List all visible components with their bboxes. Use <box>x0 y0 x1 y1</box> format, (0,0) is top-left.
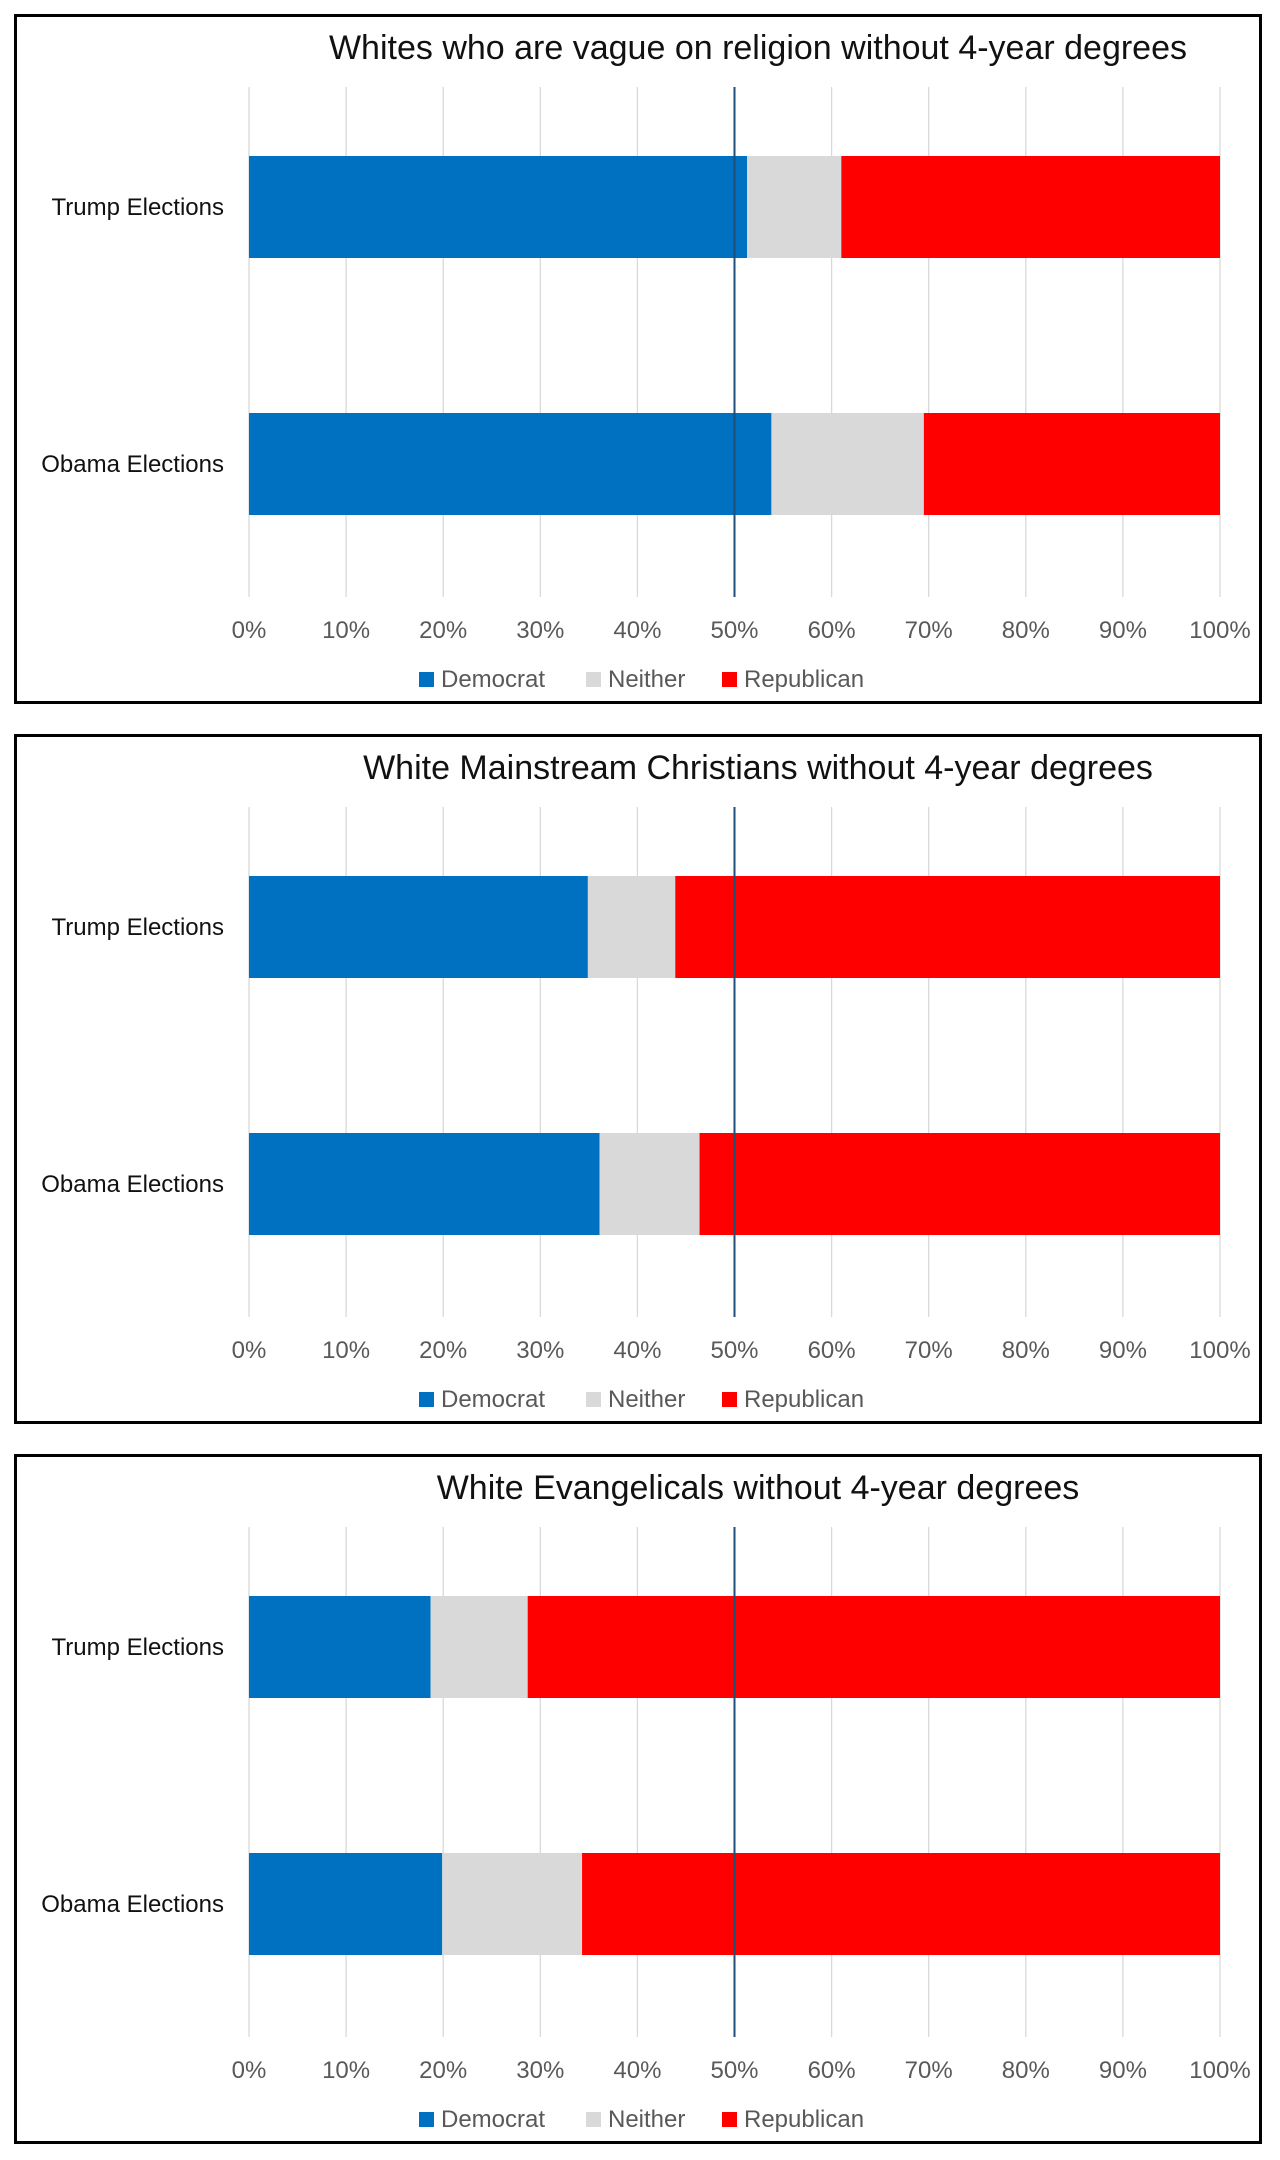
x-tick-label: 60% <box>808 1337 856 1364</box>
category-label: Obama Elections <box>41 1891 224 1918</box>
category-label: Trump Elections <box>52 1634 225 1661</box>
bar-segment-neither <box>442 1853 583 1955</box>
bar-segment-republican <box>923 413 1220 515</box>
bar-segment-democrat <box>249 1133 600 1235</box>
bar-segment-neither <box>599 1133 700 1235</box>
chart-panel-mainstream-christians: White Mainstream Christians without 4-ye… <box>14 734 1262 1424</box>
x-tick-label: 70% <box>905 1337 953 1364</box>
x-tick-label: 80% <box>1002 617 1050 644</box>
bar-segment-republican <box>841 156 1220 258</box>
x-tick-label: 100% <box>1189 1337 1250 1364</box>
chart-svg: Trump Elections Obama Elections 0% 10% 20% 30… <box>41 87 1251 693</box>
category-label: Obama Elections <box>41 1171 224 1198</box>
bar-segment-democrat <box>249 413 772 515</box>
x-tick-label: 40% <box>613 1337 661 1364</box>
x-tick-label: 10% <box>322 2057 370 2084</box>
x-tick-label: 20% <box>419 1337 467 1364</box>
x-tick-label: 20% <box>419 617 467 644</box>
x-tick-label: 50% <box>710 1337 758 1364</box>
bar-segment-republican <box>675 876 1220 978</box>
category-label: Trump Elections <box>52 194 225 221</box>
legend-label: Neither <box>608 1386 685 1413</box>
legend-swatch <box>419 1392 434 1407</box>
bar-segment-neither <box>430 1596 528 1698</box>
x-tick-label: 20% <box>419 2057 467 2084</box>
category-label: Trump Elections <box>52 914 225 941</box>
chart-svg: Trump Elections Obama Elections 0% 10% 20% 30… <box>41 807 1251 1413</box>
legend-swatch <box>419 2112 434 2127</box>
x-tick-label: 0% <box>232 1337 267 1364</box>
chart-title: White Evangelicals without 4-year degree… <box>436 1469 1080 1507</box>
legend-label: Democrat <box>441 1386 545 1413</box>
chart-panel-evangelicals: White Evangelicals without 4-year degree… <box>14 1454 1262 2144</box>
x-tick-label: 70% <box>905 617 953 644</box>
x-tick-label: 70% <box>905 2057 953 2084</box>
category-label: Obama Elections <box>41 451 224 478</box>
x-tick-label: 40% <box>613 617 661 644</box>
legend-label: Republican <box>744 666 864 693</box>
x-tick-label: 0% <box>232 2057 267 2084</box>
legend-swatch <box>722 2112 737 2127</box>
x-tick-label: 0% <box>232 617 267 644</box>
x-tick-label: 10% <box>322 1337 370 1364</box>
x-tick-label: 60% <box>808 617 856 644</box>
x-tick-label: 30% <box>516 2057 564 2084</box>
bar-segment-democrat <box>249 1853 443 1955</box>
x-tick-label: 10% <box>322 617 370 644</box>
x-tick-label: 30% <box>516 1337 564 1364</box>
x-tick-label: 50% <box>710 2057 758 2084</box>
x-tick-label: 90% <box>1099 2057 1147 2084</box>
bar-segment-republican <box>527 1596 1220 1698</box>
legend-label: Democrat <box>441 666 545 693</box>
bar-segment-neither <box>587 876 676 978</box>
bar-segment-democrat <box>249 876 588 978</box>
chart-panel-vague-religion: Whites who are vague on religion without… <box>14 14 1262 704</box>
bar-segment-neither <box>747 156 842 258</box>
legend-swatch <box>419 672 434 687</box>
legend-swatch <box>586 672 601 687</box>
x-tick-label: 60% <box>808 2057 856 2084</box>
legend-swatch <box>586 1392 601 1407</box>
bar-segment-democrat <box>249 1596 431 1698</box>
x-tick-label: 50% <box>710 617 758 644</box>
bar-segment-neither <box>771 413 924 515</box>
chart-svg: Trump Elections Obama Elections 0% 10% 20% 30… <box>41 1527 1251 2133</box>
legend-label: Neither <box>608 2106 685 2133</box>
bar-segment-democrat <box>249 156 748 258</box>
chart-title: White Mainstream Christians without 4-ye… <box>363 749 1153 787</box>
x-tick-label: 80% <box>1002 2057 1050 2084</box>
legend-swatch <box>722 672 737 687</box>
legend-swatch <box>586 2112 601 2127</box>
legend-label: Neither <box>608 666 685 693</box>
x-tick-label: 40% <box>613 2057 661 2084</box>
bar-segment-republican <box>582 1853 1220 1955</box>
legend-label: Republican <box>744 1386 864 1413</box>
chart-title: Whites who are vague on religion without… <box>328 29 1188 67</box>
legend-swatch <box>722 1392 737 1407</box>
x-tick-label: 90% <box>1099 1337 1147 1364</box>
legend-label: Republican <box>744 2106 864 2133</box>
x-tick-label: 90% <box>1099 617 1147 644</box>
x-tick-label: 100% <box>1189 2057 1250 2084</box>
x-tick-label: 100% <box>1189 617 1250 644</box>
bar-segment-republican <box>699 1133 1220 1235</box>
legend-label: Democrat <box>441 2106 545 2133</box>
x-tick-label: 30% <box>516 617 564 644</box>
x-tick-label: 80% <box>1002 1337 1050 1364</box>
